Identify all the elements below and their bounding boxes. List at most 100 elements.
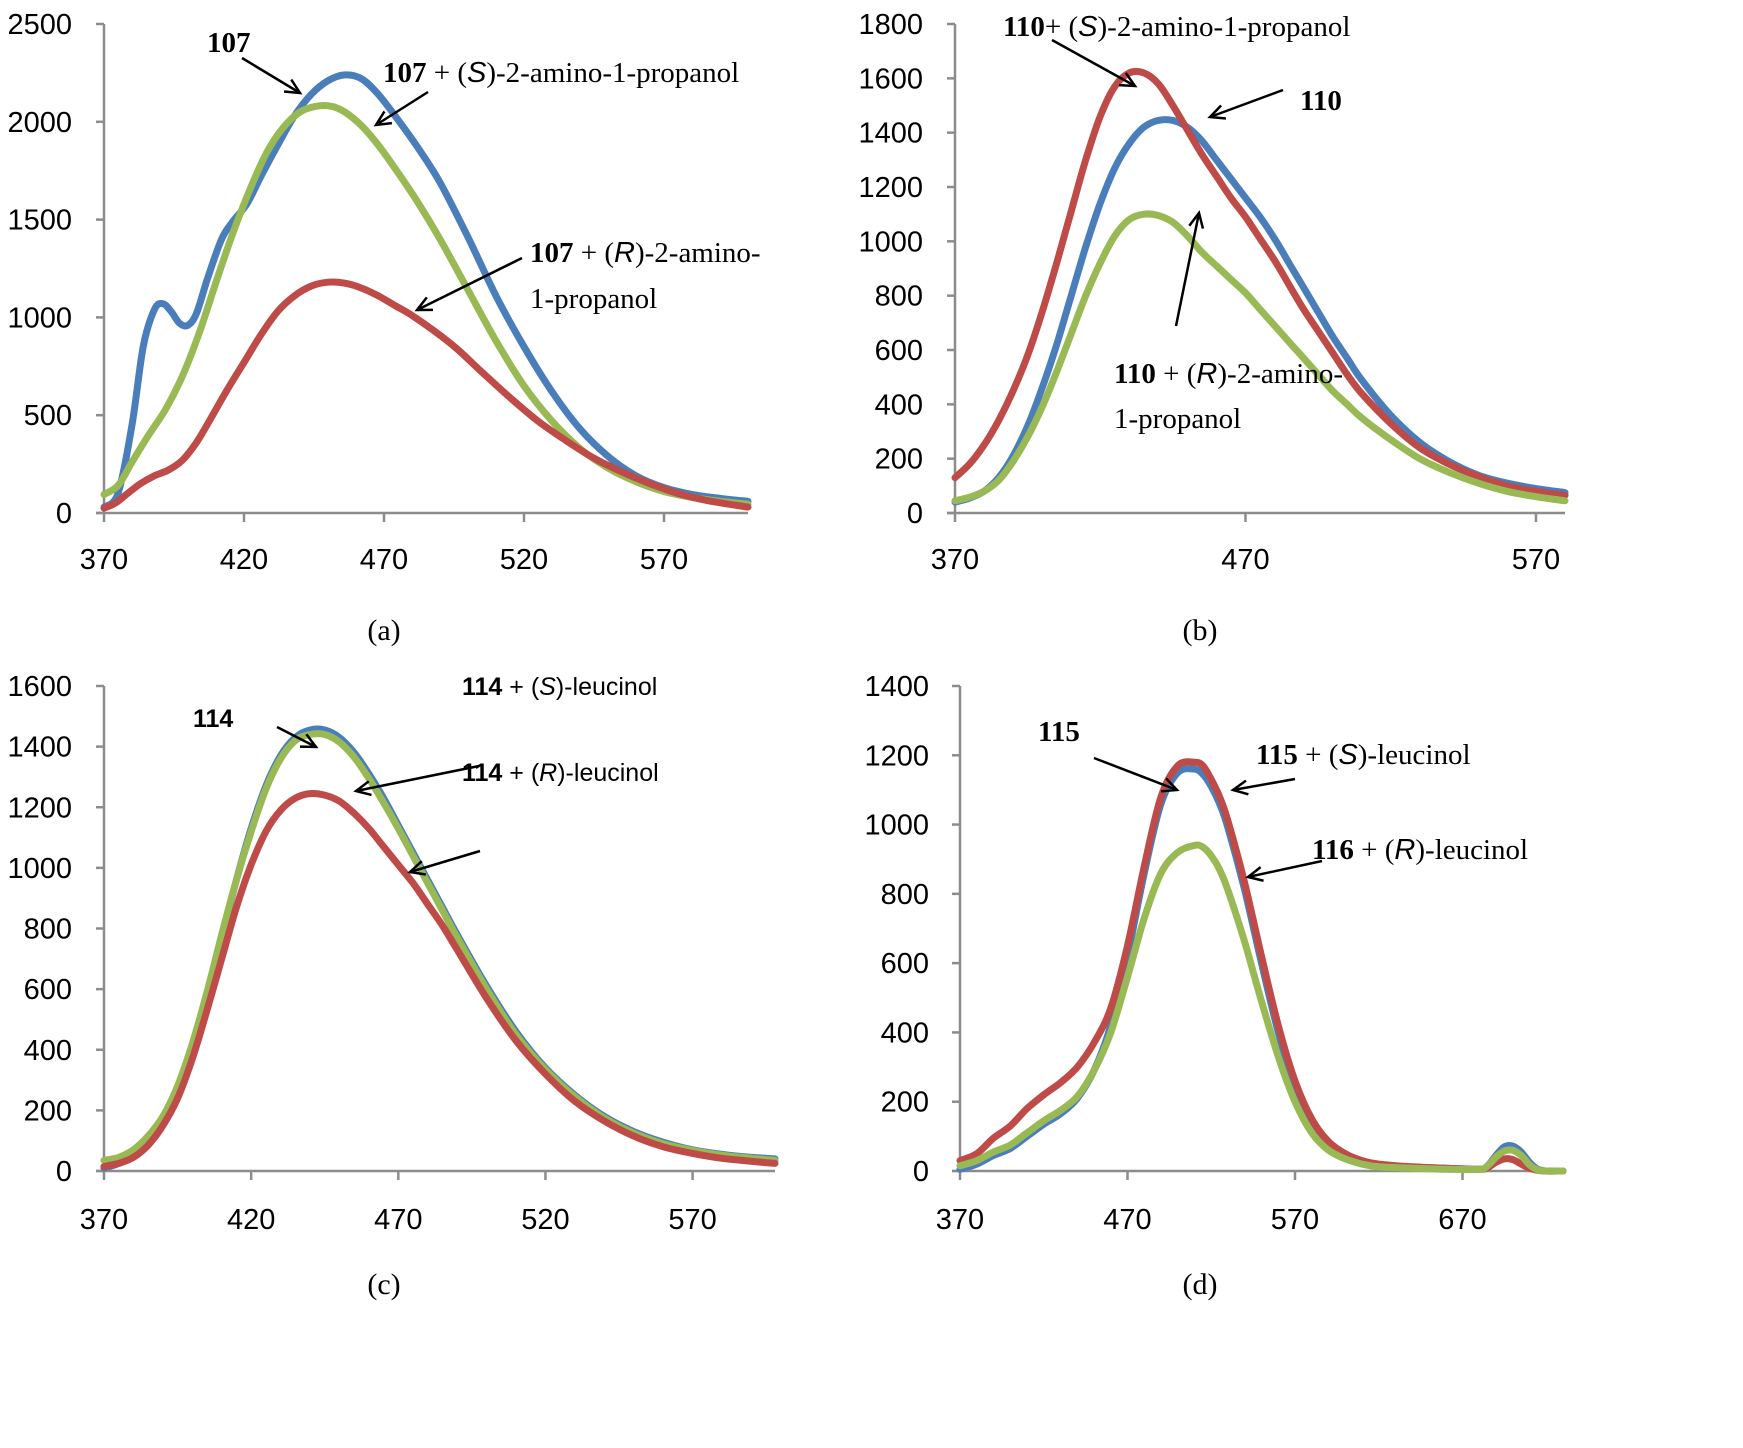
annotation-part: 110 bbox=[1114, 358, 1156, 390]
y-tick-label: 1200 bbox=[858, 172, 923, 204]
x-tick-label: 570 bbox=[668, 1204, 716, 1236]
series-line-red bbox=[951, 67, 1569, 499]
series-annotation: 114 + (S)-leucinol bbox=[462, 673, 657, 701]
y-tick-label: 400 bbox=[881, 1017, 929, 1049]
annotation-part: )-2-amino- bbox=[635, 237, 761, 269]
y-tick-label: 1000 bbox=[7, 302, 72, 334]
series-annotation-line2: 1-propanol bbox=[1114, 403, 1241, 435]
annotation-part: )-2-amino-1-propanol bbox=[1098, 11, 1351, 43]
y-tick-label: 2000 bbox=[7, 107, 72, 139]
y-tick-label: 600 bbox=[24, 974, 72, 1006]
annotation-part: 107 bbox=[207, 27, 251, 59]
annotation-part: S bbox=[1078, 11, 1098, 43]
y-tick-label: 400 bbox=[875, 389, 923, 421]
y-tick-label: 1400 bbox=[7, 732, 72, 764]
annotation-part: R bbox=[1196, 358, 1217, 390]
annotation-part: + ( bbox=[1298, 739, 1339, 771]
y-tick-label: 1400 bbox=[858, 118, 923, 150]
series-line-red bbox=[100, 278, 752, 512]
annotation-part: + ( bbox=[574, 237, 615, 269]
y-tick-label: 1400 bbox=[864, 671, 929, 703]
annotation-part: )-leucinol bbox=[556, 673, 657, 701]
annotation-part: 107 bbox=[383, 57, 427, 89]
panel-caption: (c) bbox=[367, 1268, 400, 1301]
annotation-part: 107 bbox=[530, 237, 574, 269]
panel-caption: (b) bbox=[1183, 614, 1218, 647]
annotation-part: )-leucinol bbox=[1358, 739, 1471, 771]
annotation-part: + ( bbox=[1045, 11, 1078, 43]
arrow-line bbox=[375, 90, 429, 127]
x-tick-label: 470 bbox=[374, 1204, 422, 1236]
arrow-head bbox=[283, 78, 303, 95]
series-annotation: 114 bbox=[193, 705, 233, 733]
y-tick-label: 0 bbox=[913, 1156, 929, 1188]
x-tick-label: 370 bbox=[80, 1204, 128, 1236]
y-tick-label: 0 bbox=[907, 498, 923, 530]
arrow-head bbox=[1245, 866, 1264, 882]
arrow-line bbox=[276, 725, 317, 749]
series-line-green bbox=[951, 210, 1569, 505]
series-annotation: 115 + (S)-leucinol bbox=[1256, 739, 1471, 771]
series-line-blue bbox=[951, 116, 1569, 506]
x-tick-label: 420 bbox=[227, 1204, 275, 1236]
x-tick-label: 370 bbox=[80, 544, 128, 576]
annotation-part: 115 bbox=[1256, 739, 1298, 771]
y-tick-label: 2500 bbox=[7, 9, 72, 41]
annotation-part: )-leucinol bbox=[557, 759, 658, 787]
y-tick-label: 1200 bbox=[864, 740, 929, 772]
y-tick-label: 400 bbox=[24, 1035, 72, 1067]
x-tick-label: 370 bbox=[931, 544, 979, 576]
arrow-head bbox=[299, 733, 319, 749]
annotation-part: + ( bbox=[502, 759, 539, 787]
series-line-red bbox=[956, 758, 1567, 1175]
annotation-part: 110 bbox=[1003, 11, 1045, 43]
x-tick-label: 470 bbox=[1221, 544, 1269, 576]
x-tick-label: 370 bbox=[936, 1204, 984, 1236]
annotation-part: 114 bbox=[462, 673, 502, 701]
panel-d: 0 200 400 600 800 1000 1200 1400 370 470 570 670 115… bbox=[864, 671, 1567, 1301]
y-tick-label: 1800 bbox=[858, 9, 923, 41]
panel-b: 0 200 400 600 800 1000 1200 1400 1600 1800 370 470 5… bbox=[858, 9, 1569, 647]
y-tick-label: 500 bbox=[24, 400, 72, 432]
arrow-line bbox=[409, 849, 481, 874]
y-tick-label: 200 bbox=[881, 1087, 929, 1119]
annotation-part: + ( bbox=[1354, 834, 1395, 866]
series-line-green bbox=[100, 730, 779, 1164]
annotation-part: R bbox=[1394, 834, 1415, 866]
y-tick-label: 1200 bbox=[7, 792, 72, 824]
arrow-line bbox=[1232, 777, 1296, 792]
y-tick-label: 1600 bbox=[7, 671, 72, 703]
annotation-part: )-leucinol bbox=[1415, 834, 1528, 866]
y-tick-label: 1000 bbox=[7, 853, 72, 885]
y-tick-label: 800 bbox=[24, 914, 72, 946]
annotation-part: S bbox=[539, 673, 556, 701]
arrow-head bbox=[1188, 210, 1205, 229]
annotation-part: + ( bbox=[502, 673, 539, 701]
panel-caption: (a) bbox=[367, 614, 400, 647]
series-line-green bbox=[956, 841, 1567, 1175]
y-tick-label: 200 bbox=[875, 444, 923, 476]
x-tick-label: 420 bbox=[220, 544, 268, 576]
series-annotation: 115 bbox=[1038, 716, 1080, 748]
annotation-part: )-2-amino- bbox=[1217, 358, 1343, 390]
y-tick-label: 200 bbox=[24, 1095, 72, 1127]
arrow-line bbox=[355, 764, 480, 793]
series-line-red bbox=[100, 789, 779, 1170]
panel-caption: (d) bbox=[1183, 1268, 1218, 1301]
y-tick-label: 1000 bbox=[864, 810, 929, 842]
annotation-part: )-2-amino-1-propanol bbox=[486, 57, 739, 89]
annotation-part: S bbox=[467, 57, 487, 89]
panel-c: 0 200 400 600 800 1000 1200 1400 1600 370 420 470 52… bbox=[7, 671, 779, 1301]
series-annotation: 114 + (R)-leucinol bbox=[462, 759, 659, 787]
annotation-part: 114 bbox=[193, 705, 233, 733]
series-line-blue bbox=[100, 71, 752, 511]
annotation-part: + ( bbox=[1156, 358, 1197, 390]
arrow-line bbox=[1209, 88, 1284, 119]
y-tick-label: 600 bbox=[881, 948, 929, 980]
arrow-line bbox=[1174, 212, 1201, 327]
x-tick-label: 570 bbox=[1512, 544, 1560, 576]
y-tick-label: 0 bbox=[56, 1156, 72, 1188]
series-annotation: 116 + (R)-leucinol bbox=[1312, 834, 1528, 866]
